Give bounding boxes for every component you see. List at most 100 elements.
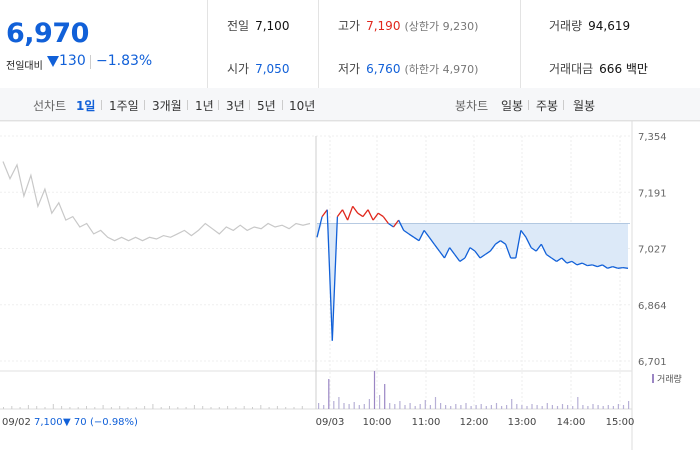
today-line-segment — [357, 212, 364, 218]
today-line-segment — [403, 229, 410, 235]
today-line-segment — [321, 209, 328, 217]
today-line-segment — [622, 266, 629, 269]
stat-high: 고가 7,190 (상한가 9,230) — [338, 19, 479, 33]
price-chart: 7,354 7,191 7,027 6,864 6,701 09/03 10:00 11:00… — [0, 121, 700, 450]
today-line-segment — [602, 264, 608, 269]
today-line-segment — [566, 260, 573, 264]
tab-divider — [218, 100, 219, 110]
today-line-segment — [535, 243, 542, 252]
stat-divider — [318, 0, 319, 88]
today-line-segment — [597, 264, 603, 268]
tab-divider — [187, 100, 188, 110]
prev-day-volume-bar — [36, 406, 38, 409]
prev-day-volume-bar — [202, 406, 204, 409]
prev-day-volume-bar — [301, 406, 303, 409]
stat-open: 시가 7,050 — [227, 62, 290, 76]
prev-day-volume-bar — [77, 407, 79, 409]
today-volume-bar — [470, 406, 472, 409]
today-line-segment — [438, 250, 446, 259]
line-chart-label: 선차트 — [33, 99, 67, 113]
stat-trade-value: 거래대금 666 백만 — [549, 62, 648, 76]
prev-day-volume-bar — [102, 405, 104, 409]
today-line-segment — [382, 216, 389, 224]
prev-day-volume-bar — [61, 406, 63, 409]
today-volume-bar — [622, 405, 625, 409]
candle-chart-label: 봉차트 — [455, 99, 489, 113]
today-line-segment — [495, 240, 501, 245]
prev-day-volume-bar — [44, 407, 46, 409]
x-tick-label: 13:00 — [508, 417, 537, 428]
today-line-segment — [612, 265, 619, 269]
stat-low: 저가 6,760 (하한가 4,970) — [338, 62, 479, 76]
prev-day-volume-bar — [276, 406, 278, 409]
today-line-segment — [561, 257, 568, 264]
prev-day-volume-bar — [19, 407, 21, 409]
prev-day-change: ▼ 70 — [63, 417, 87, 428]
x-tick-label: 11:00 — [412, 417, 441, 428]
y-tick-label: 7,354 — [638, 132, 667, 143]
change-label: 전일대비 — [6, 61, 43, 72]
tab-divider — [282, 100, 283, 110]
today-line-segment — [617, 266, 623, 269]
tab-weekly-candle[interactable]: 주봉 — [536, 99, 559, 113]
today-volume-bar — [373, 371, 376, 409]
prev-day-volume-bar — [285, 407, 287, 409]
today-volume-bar — [419, 404, 421, 409]
today-line-segment — [500, 240, 506, 245]
y-tick-label: 7,191 — [638, 188, 667, 199]
x-tick-label: 12:00 — [460, 417, 489, 428]
tab-10-years[interactable]: 10년 — [289, 99, 316, 113]
tab-5-years[interactable]: 5년 — [257, 99, 276, 113]
today-volume-bar — [353, 402, 355, 409]
today-volume-bar — [394, 404, 396, 409]
change-value: 130 — [59, 53, 86, 69]
change-divider — [90, 55, 91, 69]
prev-day-volume-bar — [169, 406, 170, 409]
stat-prev-close: 전일 7,100 — [227, 19, 290, 33]
prev-day-volume-bar — [110, 407, 112, 409]
prev-day-volume-bar — [94, 407, 96, 409]
today-line-segment — [464, 247, 471, 259]
tab-divider — [563, 100, 564, 110]
prev-day-volume-bar — [252, 407, 253, 409]
today-line-segment — [362, 209, 369, 217]
prev-day-volume-bar — [268, 407, 270, 409]
prev-day-volume-bar — [160, 407, 162, 409]
today-line-segment — [587, 264, 593, 267]
prev-day-volume-bar — [119, 406, 121, 409]
today-line-segment — [459, 257, 466, 262]
today-volume-bar — [404, 405, 406, 409]
tab-1-week[interactable]: 1주일 — [109, 99, 139, 113]
tab-monthly-candle[interactable]: 월봉 — [573, 99, 596, 113]
tab-1-year[interactable]: 1년 — [195, 99, 214, 113]
today-line-segment — [515, 230, 522, 259]
today-line-segment — [377, 212, 384, 218]
tab-daily-candle[interactable]: 일봉 — [501, 99, 524, 113]
prev-day-date: 09/02 — [2, 417, 31, 428]
today-line-segment — [525, 237, 532, 248]
y-tick-label: 6,864 — [638, 301, 667, 312]
prev-day-volume-bar — [69, 407, 71, 409]
today-line-segment — [433, 243, 440, 252]
today-line-segment — [540, 243, 547, 255]
today-line-segment — [479, 253, 486, 259]
today-volume-bar — [577, 397, 579, 409]
today-volume-bar — [450, 406, 452, 409]
stat-divider — [520, 0, 521, 88]
today-line-segment — [336, 209, 344, 217]
today-volume-bar — [495, 403, 498, 409]
price-summary: 6,970 전일대비 130 −1.83% — [0, 0, 208, 88]
today-line-segment — [489, 243, 496, 252]
tab-1-day[interactable]: 1일 — [76, 99, 96, 113]
today-volume-bar — [409, 403, 411, 409]
tab-3-months[interactable]: 3개월 — [152, 99, 182, 113]
today-volume-bar — [384, 384, 386, 409]
today-volume-bar — [567, 405, 569, 409]
prev-day-volume-bar — [135, 407, 137, 409]
today-line-segment — [581, 262, 588, 267]
prev-day-volume-bar — [144, 406, 146, 409]
today-volume-bar — [536, 405, 538, 409]
tab-divider — [144, 100, 145, 110]
today-volume-bar — [485, 406, 487, 409]
tab-3-years[interactable]: 3년 — [226, 99, 245, 113]
